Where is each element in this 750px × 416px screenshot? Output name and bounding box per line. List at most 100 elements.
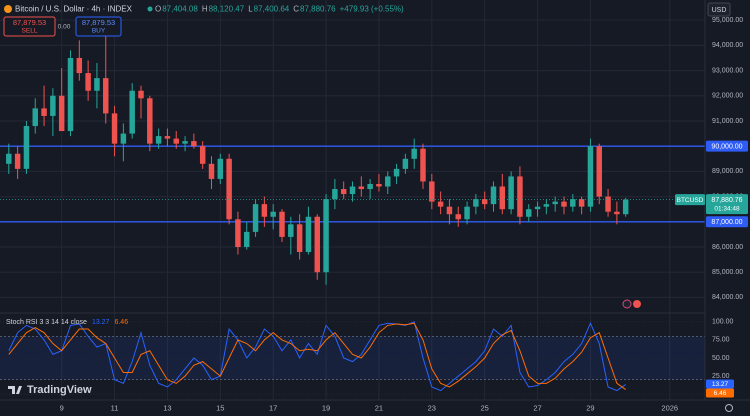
indicator-tag-box (706, 388, 734, 398)
level-label: 90,000.00 (711, 144, 742, 151)
indicator-line (8, 322, 626, 390)
candle-body (517, 176, 523, 217)
candle-body (570, 199, 576, 207)
level-label: 87,000.00 (711, 219, 742, 226)
candle-body (41, 108, 47, 116)
candle-body (191, 141, 197, 147)
countdown: 01:34:48 (714, 205, 740, 212)
x-tick-label: 15 (216, 403, 224, 412)
symbol-tag-box (675, 194, 705, 206)
candle-body (587, 146, 594, 207)
buy-label[interactable]: BUY (92, 28, 106, 35)
ohlc-value: 87,400.64 (254, 5, 290, 14)
candle-body (455, 214, 461, 220)
logo-text: TradingView (27, 384, 92, 396)
candle-body (217, 158, 224, 179)
event-icon[interactable] (633, 300, 641, 308)
sell-label[interactable]: SELL (22, 28, 38, 35)
candle-body (14, 153, 21, 169)
sell-price[interactable]: 87,879.53 (13, 18, 46, 27)
y-tick-label: 85,000.00 (712, 269, 743, 276)
level-label-box (706, 140, 748, 152)
candle-body (605, 196, 611, 212)
candle-body (446, 206, 453, 215)
indicator-tag: 13.27 (712, 381, 729, 388)
x-tick-label: 29 (586, 403, 594, 412)
candle-body (261, 204, 268, 217)
candle-body (226, 158, 232, 220)
x-tick-label: 19 (322, 403, 330, 412)
candle-body (235, 219, 241, 247)
y-tick-label: 94,000.00 (712, 42, 743, 49)
x-tick-label: 9 (60, 403, 64, 412)
candle-body (182, 141, 188, 144)
last-price: 87,880.76 (711, 197, 742, 204)
candle-body (164, 136, 171, 139)
buy-button[interactable] (75, 16, 122, 37)
candle-body (402, 158, 409, 169)
candle-body (296, 224, 303, 253)
candle-body (208, 163, 215, 179)
candle-body (534, 206, 541, 210)
symbol-name: Bitcoin / U.S. Dollar · 4h · INDEX (15, 5, 133, 14)
y-tick-label: 91,000.00 (712, 118, 743, 125)
candle-body (23, 126, 30, 169)
y-tick-label: 25.00 (712, 373, 730, 380)
candle-body (314, 216, 320, 273)
indicator-tag: 6.46 (714, 390, 727, 397)
candle-body (147, 98, 153, 144)
event-icon[interactable] (622, 299, 632, 309)
candle-body (464, 206, 470, 220)
candle-body (305, 216, 312, 253)
sell-button[interactable] (3, 16, 56, 37)
candle-body (94, 78, 100, 91)
settings-icon[interactable] (725, 404, 733, 412)
candle-body (622, 199, 629, 215)
candle-body (376, 183, 382, 187)
candle-body (429, 181, 435, 202)
candle-body (552, 201, 558, 205)
candle-body (199, 146, 206, 164)
indicator-line (8, 321, 626, 392)
indicator-title: Stoch RSI 3 3 14 14 close (6, 319, 87, 326)
candle-body (155, 136, 162, 144)
candle-body (596, 146, 602, 197)
candle-body (6, 153, 12, 164)
ohlc-value: 87,880.76 (300, 5, 336, 14)
currency-button[interactable] (707, 2, 731, 17)
candle-body (173, 138, 179, 144)
candle-body (244, 231, 250, 247)
candle-body (385, 176, 391, 187)
x-tick-label: 2026 (661, 403, 678, 412)
ohlc-key: L (248, 5, 253, 14)
currency[interactable]: USD (712, 7, 727, 14)
candle-body (332, 189, 338, 200)
buy-price[interactable]: 87,879.53 (82, 18, 115, 27)
y-tick-label: 75.00 (712, 337, 730, 344)
candle-body (67, 57, 74, 132)
candle-body (358, 186, 365, 190)
ohlc-value: 87,404.08 (162, 5, 198, 14)
indicator-tag-box (706, 379, 734, 389)
candle-body (561, 201, 567, 207)
candle-body (85, 73, 91, 91)
y-tick-label: 93,000.00 (712, 67, 743, 74)
candle-body (138, 90, 144, 99)
x-tick-label: 13 (163, 403, 171, 412)
candle-body (508, 176, 514, 210)
candle-body (411, 148, 417, 159)
logo-mark (8, 386, 22, 394)
candle-body (526, 209, 532, 217)
candle-body (420, 148, 426, 182)
symbol-icon (4, 5, 12, 13)
candle-body (32, 108, 38, 127)
candle-body (614, 211, 620, 215)
candle-body (129, 90, 135, 134)
y-tick-label: 92,000.00 (712, 93, 743, 100)
candle-body (120, 133, 127, 144)
candle-body (58, 95, 65, 132)
candle-body (323, 199, 329, 273)
candle-body (349, 186, 356, 195)
y-tick-label: 100.00 (712, 319, 734, 326)
x-tick-label: 17 (269, 403, 277, 412)
